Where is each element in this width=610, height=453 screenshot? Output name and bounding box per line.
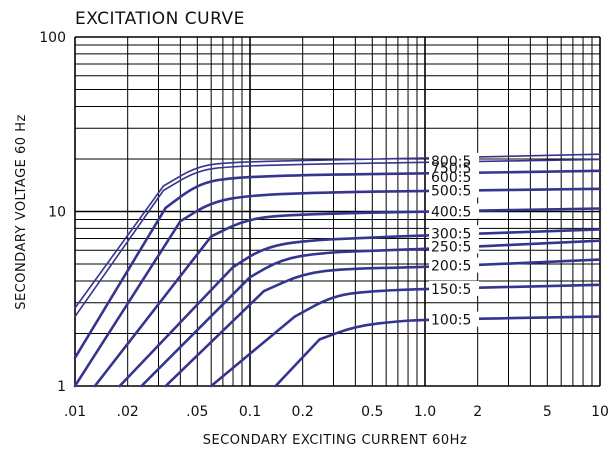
- x-tick-label: 1.0: [414, 404, 436, 420]
- x-axis-label: SECONDARY EXCITING CURRENT 60Hz: [203, 433, 468, 448]
- ratio-label-500-5: 500:5: [431, 183, 471, 199]
- curve-150-5: [209, 283, 602, 388]
- ratio-label-300-5: 300:5: [431, 226, 471, 242]
- x-tick-label: 0.2: [292, 404, 314, 420]
- x-tick-label: 0.1: [239, 404, 261, 420]
- curve-300-5: [118, 228, 602, 388]
- x-tick-label: 0.5: [361, 404, 383, 420]
- grid-lines: [74, 36, 601, 387]
- x-tick-labels: .01 .02 .05 0.1 0.2 0.5 1.0 2 5 10: [64, 404, 609, 420]
- x-tick-label: .05: [186, 404, 208, 420]
- x-tick-label: 2: [473, 404, 482, 420]
- x-tick-label: 5: [543, 404, 552, 420]
- ratio-label-background: [429, 225, 479, 241]
- curve-400-5: [93, 207, 602, 388]
- ratio-label-100-5: 100:5: [431, 313, 471, 329]
- x-tick-label: .01: [64, 404, 86, 420]
- ratio-label-200-5: 200:5: [431, 259, 471, 275]
- ratio-label-background: [429, 280, 479, 296]
- curve-750-5: [74, 158, 601, 318]
- y-tick-labels: 1 10 100: [39, 30, 66, 395]
- ratio-label-background: [429, 168, 479, 184]
- ratio-label-backgrounds: [429, 152, 479, 327]
- curves: [73, 153, 602, 388]
- y-axis-label: SECONDARY VOLTAGE 60 Hz: [14, 114, 29, 310]
- y-tick-label: 1: [57, 379, 66, 395]
- ratio-label-background: [429, 182, 479, 198]
- ratio-label-250-5: 250:5: [431, 240, 471, 256]
- ratio-label-background: [429, 257, 479, 273]
- ratio-label-background: [429, 203, 479, 219]
- curve-600-5: [73, 169, 602, 360]
- ratio-label-600-5: 600:5: [431, 170, 471, 186]
- x-tick-label: .02: [117, 404, 139, 420]
- curve-500-5: [73, 187, 602, 388]
- ratio-label-150-5: 150:5: [431, 282, 471, 298]
- ratio-label-800-5: 800:5: [431, 154, 471, 170]
- curve-250-5: [140, 239, 602, 388]
- ratio-label-background: [429, 311, 479, 327]
- curve-800-5: [74, 153, 601, 309]
- ratio-label-400-5: 400:5: [431, 205, 471, 221]
- x-tick-label: 10: [591, 404, 609, 420]
- y-tick-label: 100: [39, 30, 66, 46]
- chart-title: EXCITATION CURVE: [75, 9, 245, 29]
- y-tick-label: 10: [48, 205, 66, 221]
- ratio-label-background: [429, 238, 479, 254]
- ratio-label-750-5: 750:5: [431, 161, 471, 177]
